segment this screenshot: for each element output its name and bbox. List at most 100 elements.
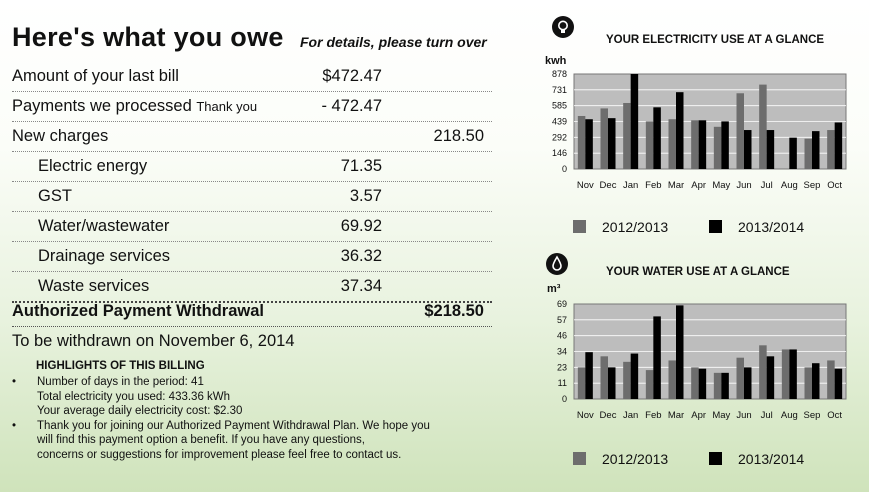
legend-label-2012: 2012/2013 — [602, 451, 669, 467]
water-drop-icon — [546, 253, 568, 275]
bar-2013-2014-aug — [789, 137, 797, 169]
bar-2012-2013-aug — [781, 349, 790, 399]
y-tick-label: 23 — [557, 362, 567, 372]
row-amount: 37.34 — [340, 277, 382, 295]
row-label: GST — [38, 187, 72, 205]
x-tick-label: Jun — [736, 180, 751, 191]
x-tick-label: Apr — [691, 410, 706, 421]
bar-2013-2014-oct — [834, 368, 843, 399]
bar-2012-2013-may — [713, 126, 722, 169]
x-tick-label: Jan — [623, 180, 638, 191]
bar-2012-2013-sep — [804, 367, 812, 399]
legend-label-2013: 2013/2014 — [738, 219, 805, 235]
bar-2013-2014-jul — [766, 356, 775, 399]
bar-2013-2014-apr — [698, 368, 707, 399]
bar-2013-2014-nov — [585, 119, 593, 169]
row-note: Thank you — [196, 99, 258, 114]
bill-row-payments: Payments we processed Thank you - 472.47 — [12, 93, 492, 122]
bar-2013-2014-jun — [744, 367, 752, 399]
row-amount: $472.47 — [322, 67, 382, 85]
withdraw-date: To be withdrawn on November 6, 2014 — [12, 332, 295, 350]
highlight-text: Total electricity you used: 433.36 kWh — [37, 390, 231, 403]
x-tick-label: Mar — [668, 180, 684, 191]
x-tick-label: Mar — [668, 410, 684, 421]
x-tick-label: Feb — [645, 410, 661, 421]
total-amount: $218.50 — [424, 302, 484, 320]
bill-row-total: Authorized Payment Withdrawal $218.50 — [12, 298, 492, 327]
y-tick-label: 46 — [557, 331, 567, 341]
row-label: New charges — [12, 127, 109, 145]
y-tick-label: 0 — [562, 394, 567, 404]
x-tick-label: Jun — [736, 410, 751, 421]
row-label: Electric energy — [38, 157, 148, 175]
x-tick-label: Aug — [781, 180, 798, 191]
y-tick-label: 69 — [557, 299, 567, 309]
bar-2013-2014-may — [721, 372, 729, 399]
bar-2012-2013-feb — [645, 121, 654, 169]
x-tick-label: Apr — [691, 180, 706, 191]
bar-2012-2013-jun — [736, 93, 744, 169]
bar-2012-2013-feb — [645, 370, 654, 399]
water-chart-title: YOUR WATER USE AT A GLANCE — [606, 266, 790, 278]
bar-2012-2013-jul — [759, 84, 767, 169]
bar-2013-2014-sep — [812, 131, 820, 169]
bar-2012-2013-jan — [623, 361, 631, 399]
y-tick-label: 731 — [552, 85, 567, 95]
bill-row-drainage: Drainage services 36.32 — [12, 243, 492, 272]
bar-2012-2013-nov — [577, 367, 586, 399]
page-title: Here's what you owe — [12, 22, 284, 52]
legend-swatch-2012 — [573, 452, 586, 465]
highlight-text: concerns or suggestions for improvement … — [37, 448, 402, 461]
bill-row-electric-energy: Electric energy 71.35 — [12, 153, 492, 182]
highlight-text: Your average daily electricity cost: $2.… — [37, 405, 243, 417]
bar-2013-2014-jun — [744, 130, 752, 169]
bar-2012-2013-mar — [668, 360, 676, 399]
legend-label-2013: 2013/2014 — [738, 451, 805, 467]
y-tick-label: 585 — [552, 101, 567, 111]
row-amount: 69.92 — [340, 217, 382, 235]
y-tick-label: 146 — [552, 148, 567, 158]
water-unit-label: m³ — [547, 283, 561, 295]
total-label: Authorized Payment Withdrawal — [12, 302, 264, 320]
y-tick-label: 11 — [558, 378, 567, 388]
x-tick-label: Jan — [623, 410, 638, 421]
x-tick-label: Sep — [804, 180, 821, 191]
page-subtitle: For details, please turn over — [300, 34, 487, 50]
bar-2012-2013-oct — [827, 360, 835, 399]
x-tick-label: Feb — [645, 180, 661, 191]
x-tick-label: Oct — [827, 180, 842, 191]
x-tick-label: Aug — [781, 410, 798, 421]
bar-2012-2013-oct — [827, 130, 835, 169]
x-tick-label: Nov — [577, 410, 594, 421]
bar-2012-2013-dec — [600, 108, 608, 169]
row-label: Water/wastewater — [38, 217, 170, 235]
bar-2012-2013-may — [713, 372, 722, 399]
legend-swatch-2012 — [573, 220, 586, 233]
bar-2013-2014-jul — [766, 130, 775, 169]
bar-2013-2014-mar — [676, 305, 684, 399]
bar-2013-2014-dec — [608, 367, 616, 399]
bar-2013-2014-aug — [789, 349, 797, 399]
bullet: • — [12, 376, 17, 388]
x-tick-label: Nov — [577, 180, 594, 191]
bar-2013-2014-nov — [585, 352, 593, 399]
x-tick-label: Dec — [600, 180, 617, 191]
row-amount: 3.57 — [349, 187, 382, 205]
electricity-chart-title: YOUR ELECTRICITY USE AT A GLANCE — [606, 34, 825, 46]
row-total: 218.50 — [433, 127, 484, 145]
y-tick-label: 0 — [562, 164, 567, 174]
electricity-chart: 0 146 292 439 585 731 878 Nov Dec Jan Feb Mar Apr May… — [552, 69, 847, 191]
x-tick-label: Jul — [761, 180, 773, 191]
x-tick-label: May — [712, 180, 730, 191]
y-tick-label: 292 — [552, 132, 567, 142]
bar-2013-2014-jan — [630, 353, 639, 399]
row-label-wrap: Payments we processed Thank you — [12, 97, 257, 116]
bill-row-last-bill: Amount of your last bill $472.47 — [12, 63, 492, 92]
bar-2013-2014-dec — [608, 118, 616, 169]
bar-2013-2014-jan — [630, 74, 639, 169]
highlight-text: Thank you for joining our Authorized Pay… — [37, 419, 430, 432]
bar-2013-2014-feb — [653, 107, 661, 169]
x-tick-label: Oct — [827, 410, 842, 421]
row-label: Drainage services — [38, 247, 171, 265]
bar-2013-2014-apr — [698, 120, 707, 169]
